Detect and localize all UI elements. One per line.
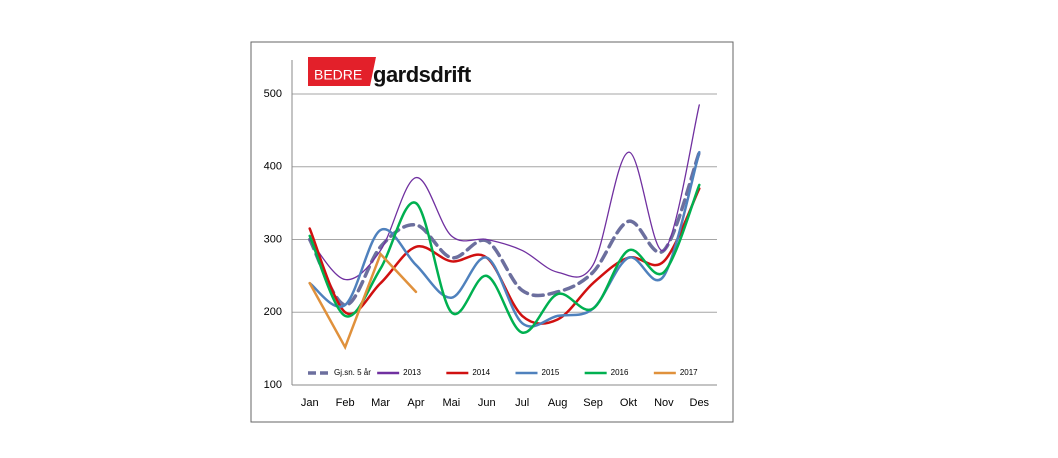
x-tick-label: Jan bbox=[301, 397, 319, 409]
x-tick-label: Okt bbox=[620, 397, 637, 409]
y-tick-label: 400 bbox=[264, 161, 282, 173]
y-tick-label: 500 bbox=[264, 88, 282, 100]
x-tick-label: Nov bbox=[654, 397, 674, 409]
x-tick-label: Jul bbox=[515, 397, 529, 409]
chart-frame bbox=[250, 41, 734, 423]
legend-text: Gj.sn. 5 år bbox=[334, 368, 371, 377]
logo-name: gardsdrift bbox=[373, 62, 472, 87]
y-tick-label: 200 bbox=[264, 306, 282, 318]
logo-brand: BEDRE bbox=[314, 67, 362, 83]
legend-text: 2013 bbox=[403, 368, 421, 377]
series-line bbox=[307, 150, 702, 307]
legend-text: 2015 bbox=[542, 368, 560, 377]
legend-text: 2017 bbox=[680, 368, 698, 377]
y-tick-label: 100 bbox=[264, 379, 282, 391]
y-tick-label: 300 bbox=[264, 233, 282, 245]
series-line bbox=[308, 183, 701, 334]
x-tick-label: Sep bbox=[583, 397, 603, 409]
legend-text: 2016 bbox=[611, 368, 629, 377]
legend-text: 2014 bbox=[472, 368, 490, 377]
series-line bbox=[309, 104, 700, 281]
x-tick-label: Mar bbox=[371, 397, 390, 409]
series-line bbox=[308, 150, 701, 328]
x-tick-label: Feb bbox=[336, 397, 355, 409]
series-line bbox=[308, 251, 418, 351]
logo: BEDRE gardsdrift bbox=[308, 57, 472, 87]
x-tick-label: Jun bbox=[478, 397, 496, 409]
x-tick-label: Des bbox=[690, 397, 710, 409]
logo-box bbox=[308, 57, 376, 86]
x-tick-label: Mai bbox=[443, 397, 461, 409]
x-tick-label: Aug bbox=[548, 397, 568, 409]
x-tick-label: Apr bbox=[407, 397, 424, 409]
